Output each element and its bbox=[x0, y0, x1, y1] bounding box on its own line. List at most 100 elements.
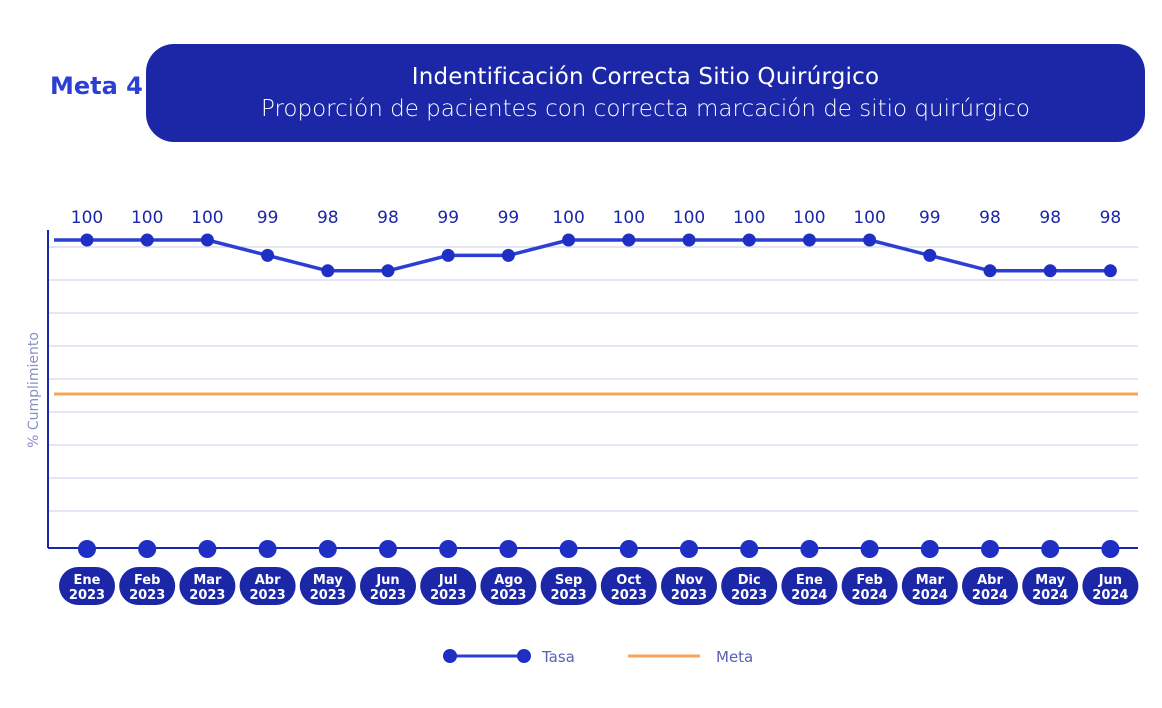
data-point-tasa bbox=[562, 233, 576, 247]
data-point-tasa bbox=[923, 248, 937, 262]
data-label: 100 bbox=[793, 208, 825, 228]
data-label: 100 bbox=[552, 208, 584, 228]
data-point-tasa bbox=[742, 233, 756, 247]
x-tick-year: 2024 bbox=[791, 588, 827, 603]
category-pill bbox=[239, 567, 296, 605]
x-tick-year: 2024 bbox=[972, 588, 1008, 603]
x-tick-year: 2023 bbox=[189, 588, 225, 603]
data-point-tasa bbox=[501, 248, 515, 262]
x-tick-month: Feb bbox=[134, 573, 160, 588]
baseline-marker bbox=[559, 540, 578, 558]
data-point-tasa bbox=[261, 248, 275, 262]
x-tick-year: 2023 bbox=[370, 588, 406, 603]
baseline-marker bbox=[439, 540, 458, 558]
baseline-marker bbox=[198, 540, 217, 558]
baseline-marker bbox=[981, 540, 999, 558]
meta-label: Meta 4 bbox=[50, 72, 143, 100]
x-tick-month: Feb bbox=[856, 573, 882, 588]
data-label: 100 bbox=[733, 208, 765, 228]
x-tick-year: 2023 bbox=[430, 588, 466, 603]
category-pill bbox=[540, 567, 597, 605]
legend-tasa-label: Tasa bbox=[541, 648, 575, 666]
data-label: 99 bbox=[437, 208, 459, 228]
x-tick-year: 2024 bbox=[1032, 588, 1068, 603]
data-point-tasa bbox=[321, 264, 335, 278]
data-point-tasa bbox=[1103, 264, 1117, 278]
data-point-tasa bbox=[682, 233, 696, 247]
x-tick-month: Abr bbox=[977, 573, 1003, 588]
x-tick-month: Dic bbox=[738, 573, 761, 588]
x-tick-month: Nov bbox=[675, 573, 704, 588]
x-tick-year: 2023 bbox=[250, 588, 286, 603]
baseline-marker bbox=[619, 540, 638, 558]
category-pill bbox=[299, 567, 356, 605]
data-point-tasa bbox=[802, 233, 816, 247]
baseline-marker bbox=[379, 540, 397, 558]
data-label: 100 bbox=[191, 208, 223, 228]
baseline-marker bbox=[1101, 540, 1120, 558]
data-point-tasa bbox=[140, 233, 154, 247]
category-pill bbox=[119, 567, 176, 605]
chart-subtitle: Proporción de pacientes con correcta mar… bbox=[260, 96, 1030, 122]
x-tick-month: Jul bbox=[438, 573, 458, 588]
baseline-marker bbox=[499, 540, 518, 558]
category-pill bbox=[480, 567, 537, 605]
data-label: 100 bbox=[131, 208, 163, 228]
category-pill bbox=[721, 567, 778, 605]
baseline-marker bbox=[920, 540, 939, 558]
data-label: 98 bbox=[377, 208, 399, 228]
baseline-marker bbox=[78, 540, 96, 558]
data-point-tasa bbox=[441, 248, 455, 262]
category-pill bbox=[962, 567, 1018, 605]
x-tick-month: Mar bbox=[193, 573, 222, 588]
legend-meta-label: Meta bbox=[716, 648, 753, 666]
x-tick-month: Abr bbox=[255, 573, 281, 588]
y-axis-label: % Cumplimiento bbox=[26, 332, 42, 448]
x-tick-year: 2023 bbox=[310, 588, 346, 603]
category-pill bbox=[1022, 567, 1079, 605]
data-point-tasa bbox=[80, 233, 94, 247]
data-label: 98 bbox=[1100, 208, 1122, 228]
x-tick-year: 2024 bbox=[912, 588, 948, 603]
x-tick-month: Sep bbox=[555, 573, 583, 588]
data-point-tasa bbox=[381, 264, 395, 278]
title-banner: Indentificación Correcta Sitio Quirúrgic… bbox=[146, 44, 1145, 142]
data-label: 98 bbox=[979, 208, 1001, 228]
baseline-marker bbox=[680, 540, 698, 558]
chart-title: Indentificación Correcta Sitio Quirúrgic… bbox=[411, 64, 880, 90]
baseline-marker bbox=[318, 540, 337, 558]
x-tick-year: 2023 bbox=[731, 588, 767, 603]
x-tick-month: Ago bbox=[494, 573, 522, 588]
data-label: 100 bbox=[673, 208, 705, 228]
category-pill bbox=[360, 567, 416, 605]
data-label: 98 bbox=[317, 208, 339, 228]
category-pill bbox=[661, 567, 717, 605]
x-tick-month: May bbox=[1035, 573, 1065, 588]
x-tick-month: Jun bbox=[1098, 573, 1122, 588]
category-pill bbox=[600, 567, 657, 605]
data-point-tasa bbox=[1043, 264, 1057, 278]
data-point-tasa bbox=[863, 233, 877, 247]
x-tick-month: Ene bbox=[74, 573, 101, 588]
x-tick-year: 2023 bbox=[611, 588, 647, 603]
data-label: 100 bbox=[71, 208, 103, 228]
baseline-marker bbox=[740, 540, 759, 558]
x-tick-year: 2023 bbox=[671, 588, 707, 603]
data-label: 100 bbox=[613, 208, 645, 228]
data-label: 99 bbox=[498, 208, 520, 228]
x-tick-year: 2023 bbox=[551, 588, 587, 603]
x-tick-year: 2024 bbox=[852, 588, 888, 603]
baseline-marker bbox=[800, 540, 819, 558]
legend-tasa-marker bbox=[517, 649, 531, 663]
series-tasa-line bbox=[54, 238, 1111, 273]
baseline-marker bbox=[258, 540, 277, 558]
data-point-tasa bbox=[983, 264, 997, 278]
category-pill bbox=[781, 567, 838, 605]
x-tick-year: 2024 bbox=[1092, 588, 1128, 603]
data-label: 99 bbox=[257, 208, 279, 228]
category-pill bbox=[841, 567, 898, 605]
x-tick-year: 2023 bbox=[69, 588, 105, 603]
category-pill bbox=[1082, 567, 1139, 605]
data-label: 98 bbox=[1039, 208, 1061, 228]
